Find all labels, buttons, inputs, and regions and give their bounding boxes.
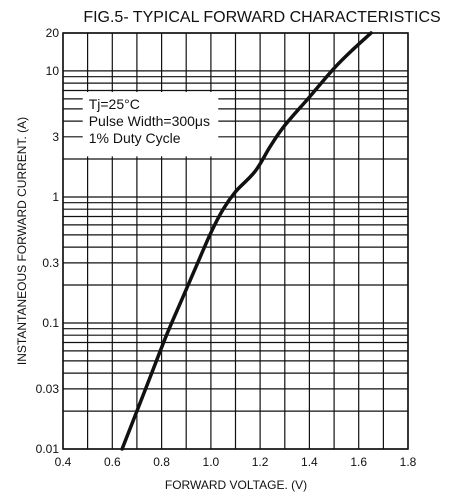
x-tick-label: 1.4	[301, 455, 318, 469]
x-tick-label: 1.2	[252, 455, 269, 469]
x-tick-label: 1.6	[350, 455, 367, 469]
x-tick-label: 0.6	[104, 455, 121, 469]
y-tick-label: 0.3	[42, 256, 59, 270]
y-tick-label: 0.01	[36, 442, 60, 456]
y-tick-labels: 0.01 0.03 0.1 0.3 1 3 10 20	[36, 26, 60, 456]
x-tick-label: 0.8	[153, 455, 170, 469]
y-tick-label: 0.03	[36, 382, 60, 396]
x-axis-label: FORWARD VOLTAGE. (V)	[165, 478, 307, 492]
chart-title: FIG.5- TYPICAL FORWARD CHARACTERISTICS	[83, 9, 440, 26]
x-tick-label: 0.4	[55, 455, 72, 469]
plot-frame	[62, 32, 409, 450]
y-tick-label: 0.1	[42, 316, 59, 330]
y-tick-label: 10	[46, 64, 60, 78]
x-tick-label: 1.8	[400, 455, 417, 469]
x-tick-labels: 0.4 0.6 0.8 1.0 1.2 1.4 1.6 1.8	[55, 455, 417, 469]
y-tick-label: 1	[52, 190, 59, 204]
annotation-line: Pulse Width=300μs	[89, 113, 210, 129]
series-line	[120, 31, 373, 451]
y-axis-label: INSTANTANEOUS FORWARD CURRENT. (A)	[15, 117, 29, 365]
x-tick-label: 1.0	[203, 455, 220, 469]
annotation-background	[82, 92, 219, 157]
annotation-line: 1% Duty Cycle	[89, 130, 181, 146]
annotation-line: Tj=25°C	[89, 96, 140, 112]
y-tick-label: 3	[52, 130, 59, 144]
y-tick-label: 20	[46, 26, 60, 40]
